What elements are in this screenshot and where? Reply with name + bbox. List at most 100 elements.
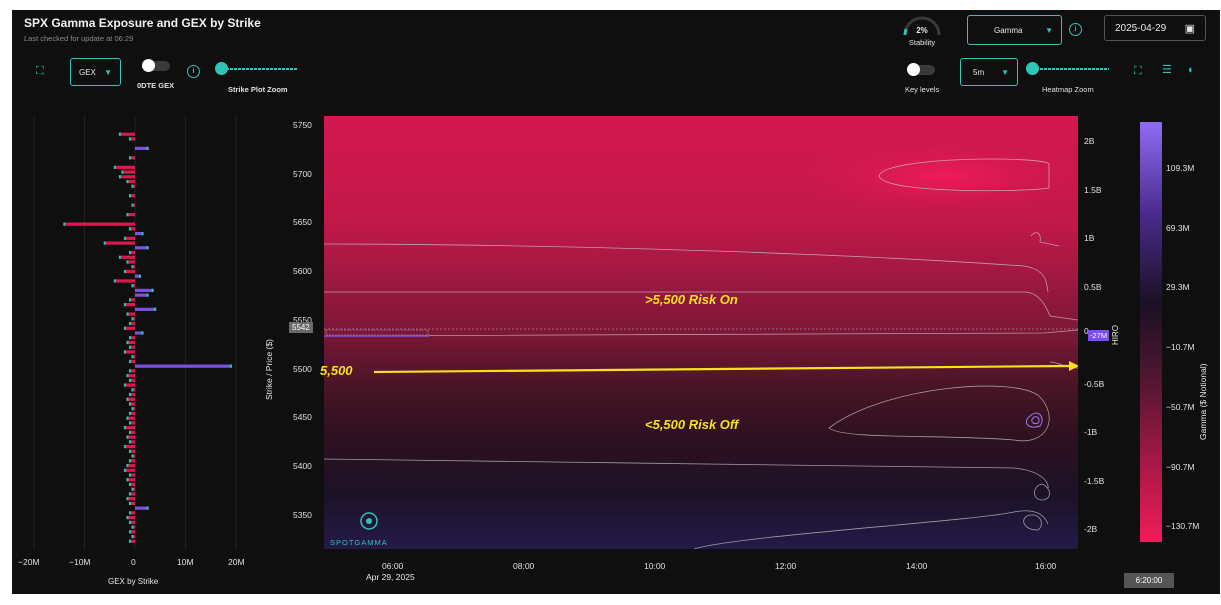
gex-bar[interactable]: [129, 511, 135, 515]
gex-bar[interactable]: [124, 350, 135, 354]
strike-zoom-slider-handle[interactable]: [215, 62, 228, 75]
gex-bar[interactable]: [129, 156, 135, 160]
gex-bar[interactable]: [124, 326, 135, 330]
gex-bar[interactable]: [129, 137, 135, 141]
heatmap-plot[interactable]: [324, 116, 1078, 549]
gex-bar[interactable]: [129, 369, 135, 373]
gex-bar[interactable]: [129, 473, 135, 477]
heatmap-zoom-slider-track[interactable]: [1032, 68, 1109, 70]
gex-bar[interactable]: [124, 383, 135, 387]
heatmap-zoom-slider-handle[interactable]: [1026, 62, 1039, 75]
gex-bar[interactable]: [135, 506, 148, 510]
gex-bar[interactable]: [127, 312, 135, 316]
gex-bar[interactable]: [132, 534, 135, 539]
fullscreen-icon[interactable]: ⛶: [1134, 65, 1142, 77]
gex-bar[interactable]: [127, 260, 135, 264]
gex-bar[interactable]: [64, 222, 135, 226]
gex-bar[interactable]: [132, 265, 135, 269]
gex-bar[interactable]: [122, 170, 135, 174]
contrast-icon[interactable]: ◐: [1188, 64, 1195, 76]
gex-bar[interactable]: [119, 132, 135, 136]
gex-bar[interactable]: [127, 435, 135, 439]
gex-bar[interactable]: [132, 525, 135, 529]
gex-bar[interactable]: [135, 331, 143, 335]
gex-bar[interactable]: [129, 440, 135, 444]
date-input[interactable]: 2025-04-29 ▣: [1104, 15, 1206, 41]
gex-bar[interactable]: [132, 284, 135, 288]
gex-bar[interactable]: [129, 227, 135, 231]
gex-bar[interactable]: [135, 364, 231, 368]
info-icon[interactable]: i: [1069, 23, 1082, 36]
info-icon[interactable]: i: [187, 65, 200, 78]
gex-bar[interactable]: [129, 411, 135, 416]
gex-bar[interactable]: [132, 355, 135, 359]
gex-bar[interactable]: [127, 478, 135, 482]
gex-bar[interactable]: [114, 279, 135, 283]
gex-bar[interactable]: [127, 213, 135, 217]
gex-bar[interactable]: [124, 303, 135, 307]
gex-bar[interactable]: [124, 445, 135, 449]
gex-bar[interactable]: [119, 175, 135, 179]
gex-bar[interactable]: [135, 293, 148, 297]
gex-bar[interactable]: [132, 203, 135, 207]
gex-bar[interactable]: [135, 246, 148, 250]
gex-bar[interactable]: [135, 307, 156, 311]
gex-bar[interactable]: [129, 430, 135, 434]
gex-bar[interactable]: [129, 482, 135, 487]
gex-bar[interactable]: [129, 520, 135, 524]
fullscreen-icon[interactable]: ⛶: [36, 65, 44, 77]
0dte-toggle[interactable]: [142, 58, 172, 74]
interval-select[interactable]: 5m ▼: [960, 58, 1018, 86]
gex-bar[interactable]: [129, 530, 135, 534]
gex-bar[interactable]: [129, 345, 135, 349]
gex-bar[interactable]: [129, 501, 135, 505]
gex-bar[interactable]: [127, 463, 135, 468]
gex-bar[interactable]: [135, 232, 143, 236]
key-levels-toggle[interactable]: [907, 62, 937, 78]
gex-bar[interactable]: [127, 340, 135, 345]
gex-bar[interactable]: [119, 255, 135, 259]
gex-bar[interactable]: [129, 298, 135, 302]
gex-bar[interactable]: [129, 336, 135, 340]
strike-zoom-slider-track[interactable]: [222, 68, 298, 70]
gex-bar[interactable]: [124, 468, 135, 472]
gex-bar[interactable]: [127, 179, 135, 184]
gex-bar[interactable]: [124, 236, 135, 240]
calendar-icon[interactable]: ▣: [1184, 22, 1195, 35]
mode-select[interactable]: Gamma ▼: [967, 15, 1062, 45]
gex-bar[interactable]: [127, 516, 135, 520]
gex-bar[interactable]: [132, 388, 135, 392]
gex-bar[interactable]: [127, 397, 135, 401]
gex-bar-tip: [128, 501, 131, 505]
gex-bar[interactable]: [129, 449, 135, 453]
gex-bar[interactable]: [132, 487, 135, 491]
gex-bar[interactable]: [135, 288, 153, 292]
gex-bar[interactable]: [127, 416, 135, 420]
gex-bar[interactable]: [132, 454, 135, 458]
gex-bar[interactable]: [132, 184, 135, 188]
gex-bar[interactable]: [135, 146, 148, 150]
gex-bar[interactable]: [129, 378, 135, 382]
gex-bar[interactable]: [129, 539, 135, 543]
gex-bar[interactable]: [124, 426, 135, 430]
gex-bar[interactable]: [129, 459, 135, 463]
gex-bar[interactable]: [129, 492, 135, 496]
gex-bar[interactable]: [129, 250, 135, 255]
gex-bar[interactable]: [104, 241, 135, 245]
gex-bar[interactable]: [129, 359, 135, 363]
gex-bar[interactable]: [132, 317, 135, 321]
gex-bar[interactable]: [132, 407, 135, 411]
settings-sliders-icon[interactable]: ☰: [1162, 64, 1172, 76]
gex-bar[interactable]: [135, 274, 141, 278]
gex-bar[interactable]: [114, 165, 135, 169]
gex-select[interactable]: GEX ▼: [70, 58, 121, 86]
gex-bar-tip: [146, 506, 149, 510]
gex-bar[interactable]: [127, 374, 135, 378]
gex-bar[interactable]: [129, 421, 135, 425]
gex-bar[interactable]: [129, 194, 135, 198]
gex-bar[interactable]: [129, 402, 135, 406]
gex-bar[interactable]: [129, 321, 135, 326]
gex-bar[interactable]: [124, 269, 135, 274]
gex-bar[interactable]: [129, 392, 135, 397]
gex-bar[interactable]: [127, 497, 135, 501]
